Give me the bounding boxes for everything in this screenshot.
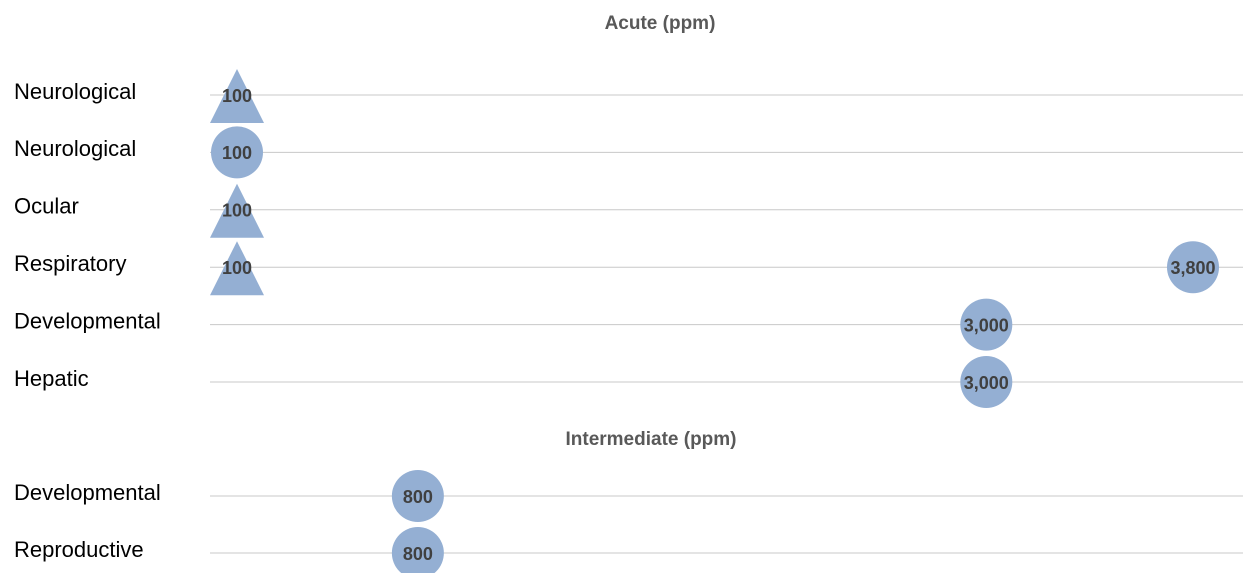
data-point-triangle [210,241,264,296]
chart-panel-2: Intermediate (ppm) Developmental Reproduct… [14,429,1243,573]
data-label: 800 [403,544,433,564]
chart-panel-1: Acute (ppm) Neurological Neurological Ocula… [14,13,1243,408]
panel-title: Acute (ppm) [605,13,716,34]
data-point-circle [391,470,444,522]
row-label: Respiratory [14,251,126,276]
data-point-triangle [210,69,264,123]
data-label: 100 [222,258,252,278]
data-label: 100 [222,201,252,221]
data-label: 100 [222,143,252,163]
row-label: Reproductive [14,537,144,562]
data-label: 3,000 [964,373,1009,393]
row-label: Neurological [14,136,136,161]
row-label: Hepatic [14,366,89,391]
data-label: 3,800 [1170,258,1215,278]
row-label: Developmental [14,308,161,333]
row-label: Ocular [14,194,79,219]
row-label: Neurological [14,79,136,104]
data-point-circle [391,527,444,573]
data-point-triangle [210,183,264,238]
row-label: Developmental [14,480,161,505]
panel-title: Intermediate (ppm) [565,429,736,450]
data-point-circle [1167,241,1219,294]
data-point-circle [960,298,1013,351]
data-point-circle [960,356,1013,408]
data-label: 3,000 [964,315,1009,335]
data-label: 100 [222,86,252,106]
data-point-circle [211,126,263,179]
data-label: 800 [403,487,433,507]
